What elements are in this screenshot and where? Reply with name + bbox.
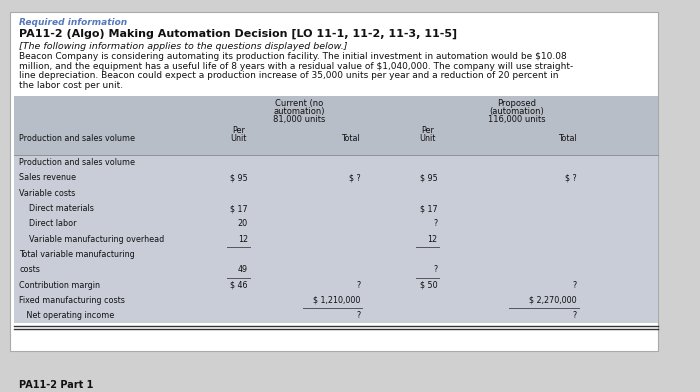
- Text: Fixed manufacturing costs: Fixed manufacturing costs: [19, 296, 125, 305]
- Text: Production and sales volume: Production and sales volume: [19, 134, 135, 143]
- Text: Total: Total: [342, 134, 360, 143]
- Text: $ 17: $ 17: [420, 204, 438, 213]
- Text: ?: ?: [433, 265, 438, 274]
- Text: Direct labor: Direct labor: [29, 220, 76, 229]
- Text: Sales revenue: Sales revenue: [19, 173, 76, 182]
- Text: Net operating income: Net operating income: [19, 311, 115, 320]
- Text: $ 50: $ 50: [420, 281, 438, 290]
- Text: ?: ?: [356, 281, 360, 290]
- Text: $ 17: $ 17: [230, 204, 248, 213]
- Text: Production and sales volume: Production and sales volume: [19, 158, 135, 167]
- Text: Direct materials: Direct materials: [29, 204, 94, 213]
- Text: PA11-2 Part 1: PA11-2 Part 1: [19, 381, 94, 390]
- Text: line depreciation. Beacon could expect a production increase of 35,000 units per: line depreciation. Beacon could expect a…: [19, 71, 559, 80]
- Text: Variable costs: Variable costs: [19, 189, 76, 198]
- Text: Current (no: Current (no: [275, 99, 323, 108]
- Text: Unit: Unit: [419, 134, 436, 143]
- Text: [The following information applies to the questions displayed below.]: [The following information applies to th…: [19, 42, 348, 51]
- Text: 49: 49: [238, 265, 248, 274]
- Text: million, and the equipment has a useful life of 8 years with a residual value of: million, and the equipment has a useful …: [19, 62, 573, 71]
- Text: Required information: Required information: [19, 18, 127, 27]
- Text: 116,000 units: 116,000 units: [488, 114, 545, 123]
- Text: Total variable manufacturing: Total variable manufacturing: [19, 250, 135, 259]
- Text: $ ?: $ ?: [565, 173, 577, 182]
- Text: ?: ?: [573, 281, 577, 290]
- Text: ?: ?: [356, 311, 360, 320]
- Text: ?: ?: [573, 311, 577, 320]
- FancyBboxPatch shape: [15, 96, 658, 323]
- Text: $ 46: $ 46: [230, 281, 248, 290]
- Text: Total: Total: [558, 134, 576, 143]
- Text: automation): automation): [274, 107, 325, 116]
- Text: 12: 12: [238, 235, 248, 244]
- Text: Contribution margin: Contribution margin: [19, 281, 100, 290]
- Text: 12: 12: [427, 235, 438, 244]
- Text: $ 95: $ 95: [419, 173, 438, 182]
- Text: PA11-2 (Algo) Making Automation Decision [LO 11-1, 11-2, 11-3, 11-5]: PA11-2 (Algo) Making Automation Decision…: [19, 29, 457, 39]
- Text: 20: 20: [238, 220, 248, 229]
- Text: Unit: Unit: [230, 134, 246, 143]
- Text: Proposed: Proposed: [497, 99, 536, 108]
- FancyBboxPatch shape: [10, 12, 658, 351]
- Text: $ 2,270,000: $ 2,270,000: [529, 296, 577, 305]
- Text: (automation): (automation): [489, 107, 544, 116]
- Text: costs: costs: [19, 265, 40, 274]
- Text: $ ?: $ ?: [349, 173, 361, 182]
- Text: $ 95: $ 95: [230, 173, 248, 182]
- Text: Beacon Company is considering automating its production facility. The initial in: Beacon Company is considering automating…: [19, 53, 567, 62]
- Text: Per: Per: [232, 127, 245, 136]
- Text: 81,000 units: 81,000 units: [273, 114, 326, 123]
- Text: the labor cost per unit.: the labor cost per unit.: [19, 80, 123, 89]
- Text: Per: Per: [421, 127, 434, 136]
- Text: $ 1,210,000: $ 1,210,000: [313, 296, 361, 305]
- Text: Variable manufacturing overhead: Variable manufacturing overhead: [29, 235, 164, 244]
- Text: ?: ?: [433, 220, 438, 229]
- FancyBboxPatch shape: [15, 96, 658, 155]
